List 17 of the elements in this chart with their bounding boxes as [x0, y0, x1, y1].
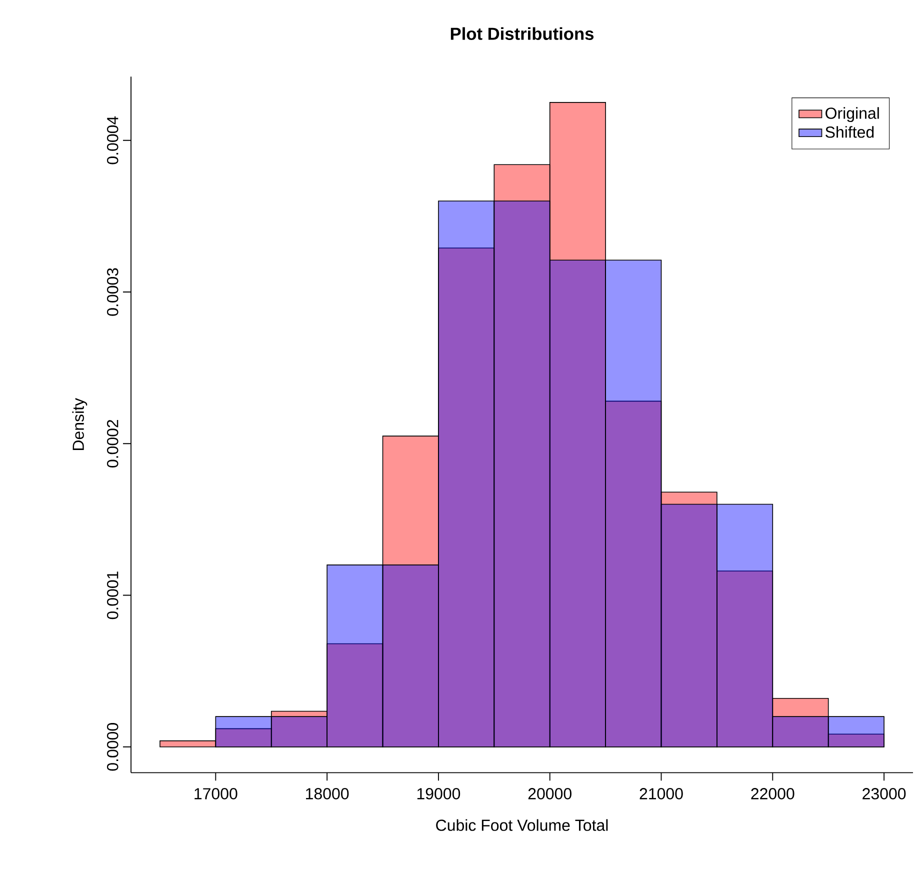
- x-tick-label: 21000: [640, 788, 683, 800]
- x-tick-label: 22000: [751, 788, 794, 800]
- legend-label: Shifted: [826, 126, 874, 138]
- chart-title: Plot Distributions: [450, 27, 594, 40]
- x-tick-label: 18000: [306, 788, 349, 800]
- y-tick-label: 0.0002: [106, 420, 118, 468]
- legend-label: Original: [826, 107, 879, 122]
- x-tick-label: 17000: [194, 788, 238, 800]
- x-tick-label: 23000: [862, 788, 906, 800]
- x-axis-title: Cubic Foot Volume Total: [436, 819, 608, 831]
- y-axis-title: Density: [72, 398, 88, 450]
- x-tick-label: 20000: [528, 788, 572, 800]
- x-tick-label: 19000: [417, 788, 460, 800]
- y-tick-label: 0.0000: [106, 723, 118, 771]
- y-tick-label: 0.0003: [106, 268, 118, 316]
- y-tick-label: 0.0004: [106, 116, 118, 164]
- y-tick-label: 0.0001: [106, 572, 118, 620]
